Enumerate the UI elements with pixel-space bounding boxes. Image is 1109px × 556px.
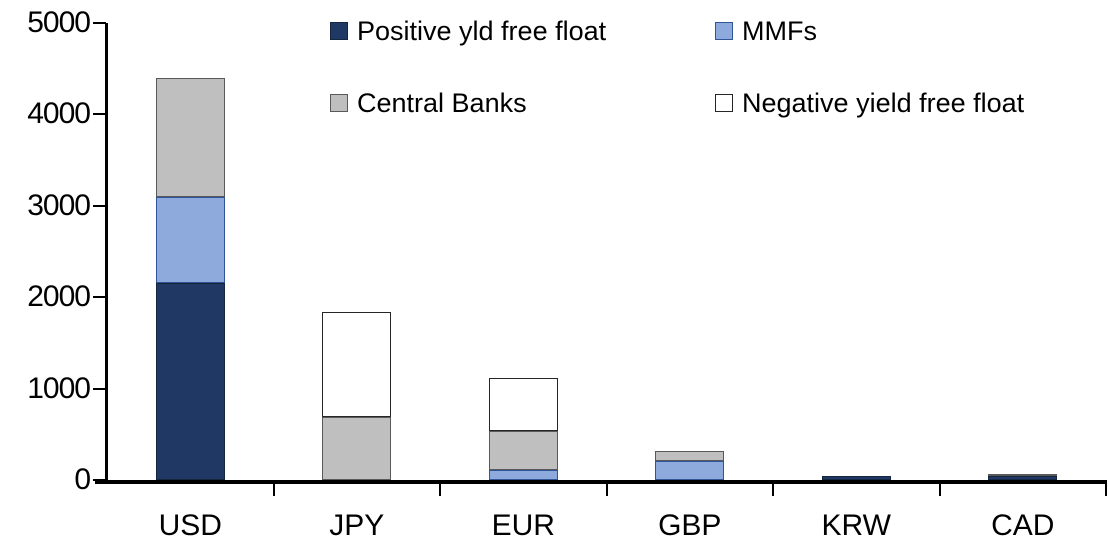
bar-segment-usd-mmfs — [155, 196, 225, 284]
legend-label: Positive yld free float — [357, 15, 607, 46]
bar-segment-cad-central-banks — [988, 473, 1058, 477]
y-axis-tick-label: 0 — [74, 463, 91, 496]
bar-segment-usd-central-banks — [155, 77, 225, 197]
bar-jpy — [322, 311, 392, 480]
bar-segment-eur-mmfs — [488, 469, 558, 480]
legend-swatch-mmfs — [715, 22, 733, 40]
x-axis-tick — [605, 483, 608, 496]
legend-label: MMFs — [742, 15, 817, 46]
legend-item-central-banks: Central Banks — [330, 86, 527, 120]
x-category-label-jpy: JPY — [329, 509, 385, 542]
x-category-label-krw: KRW — [821, 509, 891, 542]
y-axis-tick — [93, 113, 106, 116]
bar-segment-eur-central-banks — [488, 430, 558, 470]
y-axis-tick — [93, 296, 106, 299]
legend-item-negative-yield-free-float: Negative yield free float — [715, 86, 1024, 120]
bar-segment-cad-positive-yld-free-float — [988, 476, 1058, 480]
y-axis-line — [105, 23, 108, 483]
x-category-label-cad: CAD — [991, 509, 1055, 542]
x-category-label-usd: USD — [158, 509, 222, 542]
bar-krw — [821, 475, 891, 480]
x-axis-tick — [938, 483, 941, 496]
bar-gbp — [655, 450, 725, 480]
bar-segment-jpy-central-banks — [322, 416, 392, 480]
legend-item-mmfs: MMFs — [715, 14, 817, 48]
legend-item-positive-yld-free-float: Positive yld free float — [330, 14, 606, 48]
legend-swatch-central-banks — [330, 94, 348, 112]
bar-segment-jpy-negative-yield-free-float — [322, 311, 392, 417]
y-axis-tick — [93, 479, 106, 481]
x-axis-line — [95, 480, 1107, 484]
y-axis-tick-label: 1000 — [27, 371, 91, 405]
bar-usd — [155, 77, 225, 480]
y-axis-tick-label: 5000 — [27, 6, 91, 39]
x-axis-tick — [439, 483, 441, 496]
x-category-label-eur: EUR — [491, 509, 555, 542]
x-axis-tick — [1105, 483, 1107, 496]
legend-label: Central Banks — [357, 87, 527, 118]
bar-cad — [988, 473, 1058, 480]
x-axis-tick — [272, 483, 275, 496]
x-axis-tick — [772, 483, 774, 496]
bar-eur — [488, 377, 558, 480]
y-axis-tick — [93, 22, 106, 24]
legend-swatch-positive-yld-free-float — [330, 22, 348, 40]
bar-segment-krw-positive-yld-free-float — [821, 475, 891, 480]
y-axis-tick — [93, 204, 106, 207]
legend-swatch-negative-yield-free-float — [715, 94, 733, 112]
legend-label: Negative yield free float — [742, 87, 1025, 118]
bar-segment-eur-negative-yield-free-float — [488, 377, 558, 431]
y-axis-tick — [93, 387, 106, 390]
y-axis-tick-label: 2000 — [27, 280, 91, 314]
bar-segment-gbp-central-banks — [655, 450, 725, 461]
y-axis-tick-label: 3000 — [27, 188, 91, 222]
x-category-label-gbp: GBP — [658, 509, 722, 542]
bar-segment-gbp-mmfs — [655, 460, 725, 480]
y-axis-tick-label: 4000 — [27, 97, 91, 131]
bar-segment-usd-positive-yld-free-float — [155, 283, 225, 480]
